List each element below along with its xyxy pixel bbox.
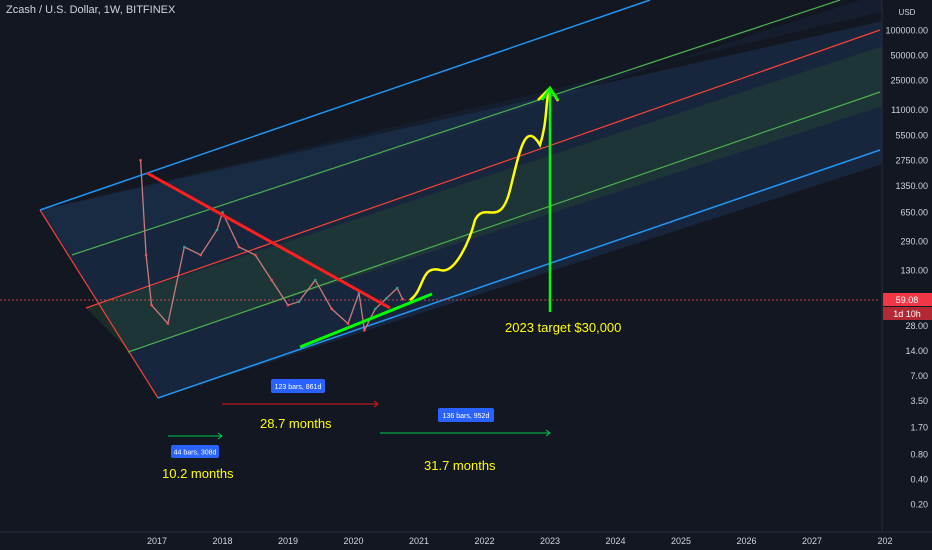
measure-3-badge: 136 bars, 952d xyxy=(443,413,490,420)
price-point xyxy=(286,303,290,307)
y-tick-label: 1350.00 xyxy=(895,181,928,191)
channel-line-lower-inner xyxy=(127,91,881,353)
target-label: 2023 target $30,000 xyxy=(505,320,621,335)
countdown-badge-bg xyxy=(883,307,932,320)
y-tick-label: 28.00 xyxy=(905,321,928,331)
x-tick-label: 202 xyxy=(878,536,893,546)
price-point xyxy=(401,297,404,301)
y-tick-label: 5500.00 xyxy=(895,130,928,140)
price-point xyxy=(330,307,334,311)
price-point xyxy=(144,253,148,257)
y-tick-label: 0.80 xyxy=(910,450,928,460)
price-point xyxy=(395,286,399,290)
downtrend-line xyxy=(146,171,391,310)
x-tick-label: 2021 xyxy=(409,536,429,546)
y-tick-label: 130.00 xyxy=(900,266,928,276)
measure-3-badge-bg xyxy=(438,408,494,422)
x-tick-label: 2017 xyxy=(147,536,167,546)
y-tick-label: 1.70 xyxy=(910,422,928,432)
measure-1-badge-bg xyxy=(171,445,219,458)
currency-label: USD xyxy=(899,8,916,17)
y-tick-label: 0.40 xyxy=(910,475,928,485)
y-tick-label: 2750.00 xyxy=(895,155,928,165)
x-tick-label: 2026 xyxy=(736,536,756,546)
countdown-badge: 1d 10h xyxy=(893,309,921,319)
x-tick-label: 2019 xyxy=(278,536,298,546)
price-point xyxy=(183,245,186,249)
projection-curve xyxy=(409,87,552,302)
price-point xyxy=(215,228,219,232)
y-tick-label: 100000.00 xyxy=(885,25,928,35)
channel-line-median xyxy=(85,29,881,309)
uptrend-line xyxy=(299,292,433,349)
y-tick-label: 650.00 xyxy=(900,207,928,217)
measure-1-text: 10.2 months xyxy=(162,466,234,481)
y-tick-label: 25000.00 xyxy=(890,76,928,86)
y-tick-label: 50000.00 xyxy=(890,51,928,61)
channel-line-upper-inner xyxy=(71,0,841,256)
price-point xyxy=(199,253,202,257)
x-tick-label: 2025 xyxy=(671,536,691,546)
y-tick-label: 0.20 xyxy=(910,500,928,510)
price-axis-panel xyxy=(882,0,932,532)
measure-3-arrowhead xyxy=(545,429,551,437)
chart-title: Zcash / U.S. Dollar, 1W, BITFINEX xyxy=(6,4,176,16)
price-point xyxy=(254,253,257,257)
y-tick-label: 7.00 xyxy=(910,371,928,381)
measure-3-text: 31.7 months xyxy=(424,458,496,473)
y-tick-label: 3.50 xyxy=(910,396,928,406)
price-point xyxy=(166,322,170,325)
measure-2-text: 28.7 months xyxy=(260,416,332,431)
price-point xyxy=(150,303,153,307)
y-tick-label: 290.00 xyxy=(900,237,928,247)
measure-2-badge: 123 bars, 861d xyxy=(275,384,322,391)
price-point xyxy=(297,300,301,304)
time-axis-panel xyxy=(0,532,932,550)
x-tick-label: 2024 xyxy=(605,536,625,546)
price-point xyxy=(385,297,388,300)
price-point xyxy=(237,245,241,249)
measure-2-arrowhead xyxy=(373,400,379,408)
channel-fill-lower xyxy=(40,10,932,398)
x-tick-label: 2018 xyxy=(212,536,232,546)
price-point xyxy=(346,322,350,325)
channel-line-lower-outer xyxy=(157,149,881,399)
x-tick-label: 2020 xyxy=(343,536,363,546)
target-arrowhead xyxy=(540,85,560,101)
x-tick-label: 2027 xyxy=(802,536,822,546)
last-price-badge: 59.08 xyxy=(896,295,919,305)
last-price-badge-bg xyxy=(883,293,932,306)
x-tick-label: 2022 xyxy=(474,536,494,546)
price-point xyxy=(374,307,377,311)
measure-1-badge: 44 bars, 308d xyxy=(174,450,217,457)
price-point xyxy=(314,278,317,282)
measure-2-badge-bg xyxy=(271,379,325,393)
y-tick-label: 14.00 xyxy=(905,346,928,356)
price-point xyxy=(270,278,273,282)
price-point xyxy=(139,159,142,162)
y-tick-label: 11000.00 xyxy=(891,105,928,115)
measure-1-arrowhead xyxy=(217,432,223,440)
x-tick-label: 2023 xyxy=(540,536,560,546)
price-point xyxy=(363,328,366,332)
